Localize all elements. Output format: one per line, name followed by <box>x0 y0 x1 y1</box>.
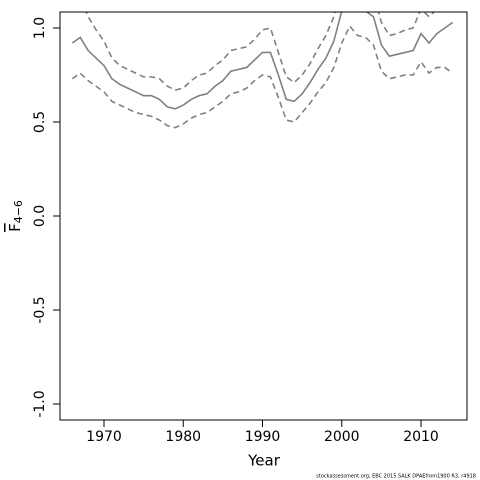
x-tick-label: 2000 <box>324 429 360 445</box>
series-line <box>85 12 436 91</box>
x-axis-label: Year <box>247 452 281 470</box>
y-tick-label: -1.0 <box>32 390 48 417</box>
plot-area <box>71 12 454 129</box>
plot-frame <box>59 11 468 421</box>
series-line <box>71 24 454 129</box>
x-tick-label: 2010 <box>403 429 439 445</box>
y-label-subscript: 4−6 <box>12 200 25 223</box>
y-label-symbol: F <box>6 223 24 232</box>
footer: stockassessment.org, EBC 2015 SALK DPAEf… <box>316 474 476 480</box>
y-tick-label: 0.5 <box>32 111 48 133</box>
y-axis-label: F4−6 <box>6 200 26 232</box>
x-tick-label: 1970 <box>86 429 122 445</box>
y-tick-label: 1.0 <box>32 17 48 39</box>
y-label-text: F4−6 <box>6 200 26 232</box>
y-tick-label: -0.5 <box>32 296 48 323</box>
x-tick-label: 1980 <box>165 429 201 445</box>
x-tick-label: 1990 <box>245 429 281 445</box>
series-line <box>71 12 454 110</box>
y-tick-label: 0.0 <box>32 205 48 227</box>
